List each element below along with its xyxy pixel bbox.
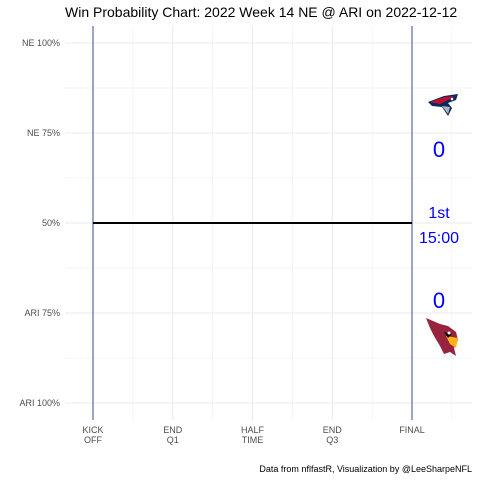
ne-score: 0 bbox=[433, 137, 445, 162]
x-tick-label: END Q3 bbox=[323, 425, 343, 445]
x-tick-label: FINAL bbox=[399, 425, 425, 435]
chart-title: Win Probability Chart: 2022 Week 14 NE @… bbox=[65, 4, 457, 20]
y-tick-label: NE 75% bbox=[27, 128, 60, 138]
patriots-logo bbox=[428, 94, 458, 116]
x-tick-label: HALF TIME bbox=[241, 425, 265, 445]
y-tick-label: ARI 75% bbox=[24, 308, 60, 318]
y-axis-ticks: NE 100% NE 75% 50% ARI 75% ARI 100% bbox=[19, 38, 60, 408]
cardinals-logo bbox=[426, 318, 458, 356]
y-tick-label: NE 100% bbox=[22, 38, 60, 48]
x-axis-ticks: KICK OFF END Q1 HALF TIME END Q3 FINAL bbox=[82, 425, 424, 445]
chart-caption: Data from nflfastR, Visualization by @Le… bbox=[259, 464, 472, 474]
game-clock: 15:00 bbox=[419, 230, 459, 247]
y-tick-label: 50% bbox=[42, 218, 60, 228]
ari-score: 0 bbox=[433, 288, 445, 313]
x-tick-label: END Q1 bbox=[163, 425, 183, 445]
game-quarter: 1st bbox=[428, 205, 450, 222]
y-tick-label: ARI 100% bbox=[19, 398, 60, 408]
x-tick-label: KICK OFF bbox=[82, 425, 103, 445]
